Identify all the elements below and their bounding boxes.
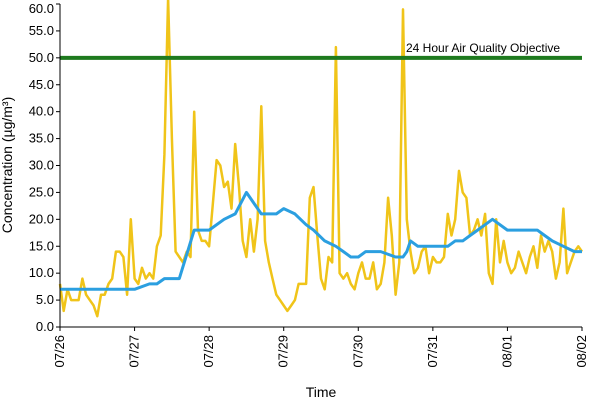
rolling-series-line xyxy=(60,190,582,291)
y-tick-label: 30.0 xyxy=(29,158,54,173)
y-tick-label: 35.0 xyxy=(29,131,54,146)
y-tick-label: 40.0 xyxy=(29,104,54,119)
x-tick-label: 07/30 xyxy=(350,335,365,368)
y-axis-ticks: 0.0 5.0 10.0 15.0 20.0 25.0 30.0 35.0 40.0 45.0 50… xyxy=(29,1,60,334)
y-tick-label: 0.0 xyxy=(36,319,54,334)
hourly-series-line xyxy=(58,0,584,318)
x-tick-label: 08/01 xyxy=(499,335,514,368)
y-tick-label: 60.0 xyxy=(29,1,54,16)
y-tick-label: 5.0 xyxy=(36,292,54,307)
y-tick-label: 15.0 xyxy=(29,238,54,253)
series-layer xyxy=(58,0,584,318)
y-tick-label: 25.0 xyxy=(29,184,54,199)
x-tick-label: 07/27 xyxy=(127,335,142,368)
x-tick-label: 07/31 xyxy=(425,335,440,368)
x-tick-label: 08/02 xyxy=(574,335,589,368)
x-axis-title: Time xyxy=(306,384,337,400)
x-tick-label: 07/29 xyxy=(276,335,291,368)
x-tick-label: 07/26 xyxy=(52,335,67,368)
y-tick-label: 20.0 xyxy=(29,211,54,226)
objective-annotation: 24 Hour Air Quality Objective xyxy=(406,41,560,55)
y-tick-label: 45.0 xyxy=(29,77,54,92)
y-tick-label: 10.0 xyxy=(29,265,54,280)
y-tick-label: 55.0 xyxy=(29,23,54,38)
x-axis-ticks: 07/26 07/27 07/28 07/29 07/30 07/31 08/01 08/02 xyxy=(52,327,589,368)
x-tick-label: 07/28 xyxy=(201,335,216,368)
y-axis-title: Concentration (µg/m³) xyxy=(0,97,15,233)
y-tick-label: 50.0 xyxy=(29,50,54,65)
